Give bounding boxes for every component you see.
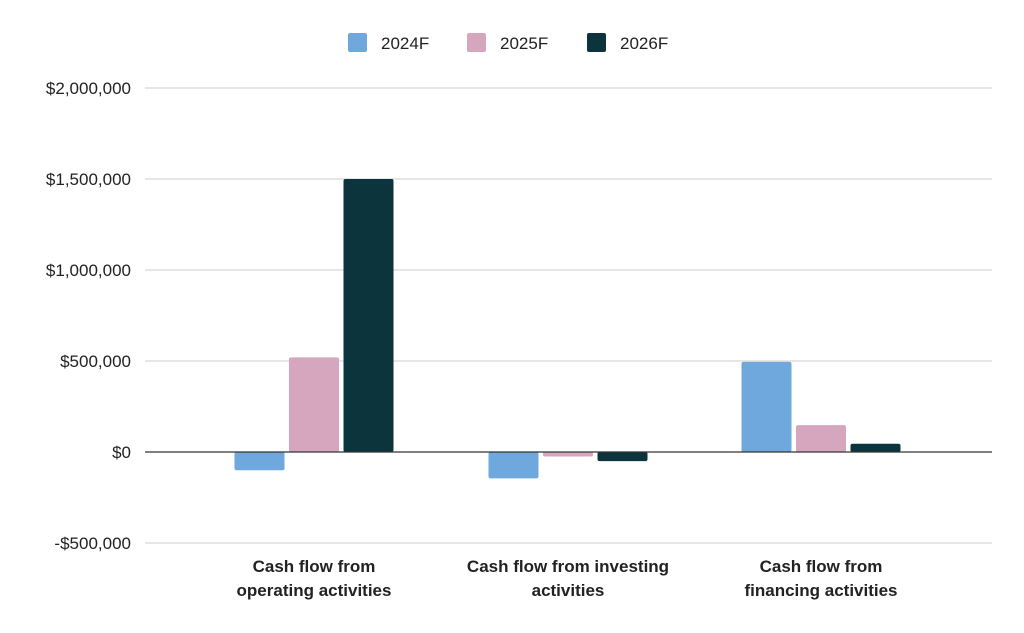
bars: [234, 179, 901, 479]
gridlines: [145, 87, 992, 544]
y-axis-ticks: -$500,000 $0 $500,000 $1,000,000 $1,500,000 $…: [46, 79, 131, 553]
category-label: activities: [532, 581, 605, 600]
bar-2024F-1: [234, 452, 285, 471]
y-tick-label: $1,500,000: [46, 170, 131, 189]
category-label: Cash flow from investing: [467, 557, 669, 576]
bar-2026F-3: [850, 443, 901, 452]
bar-2025F-1: [289, 357, 339, 452]
category-label: Cash flow from: [253, 557, 376, 576]
legend-swatch-2024F: [348, 33, 367, 52]
bar-2026F-1: [343, 179, 394, 452]
category-label: financing activities: [744, 581, 897, 600]
bar-2025F-3: [796, 425, 846, 452]
legend-label-2024F: 2024F: [381, 34, 429, 53]
legend-swatch-2025F: [467, 33, 486, 52]
y-tick-label: -$500,000: [54, 534, 131, 553]
category-label: Cash flow from: [760, 557, 883, 576]
y-tick-label: $1,000,000: [46, 261, 131, 280]
bar-2024F-3: [741, 361, 792, 452]
category-label: operating activities: [237, 581, 392, 600]
bar-2026F-2: [597, 452, 648, 462]
bar-2025F-2: [543, 452, 593, 457]
legend-label-2025F: 2025F: [500, 34, 548, 53]
legend-label-2026F: 2026F: [620, 34, 668, 53]
y-tick-label: $0: [112, 443, 131, 462]
bar-2024F-2: [488, 452, 539, 479]
legend: 2024F 2025F 2026F: [348, 33, 668, 53]
y-tick-label: $500,000: [60, 352, 131, 371]
x-axis-categories: Cash flow from operating activities Cash f…: [237, 557, 898, 600]
legend-swatch-2026F: [587, 33, 606, 52]
y-tick-label: $2,000,000: [46, 79, 131, 98]
